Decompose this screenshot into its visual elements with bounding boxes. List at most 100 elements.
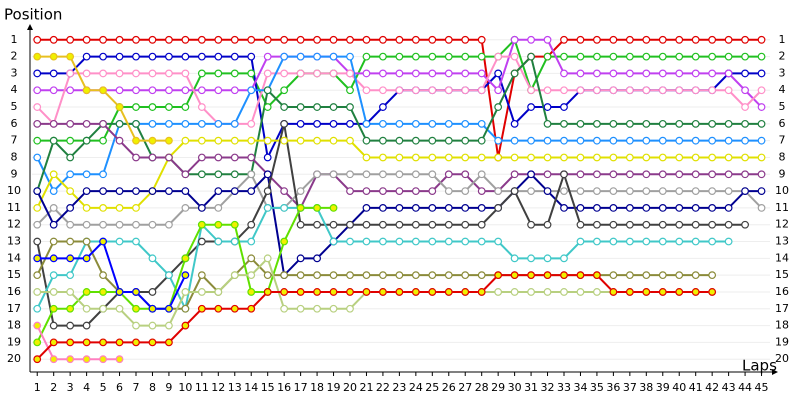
lap-marker bbox=[527, 103, 535, 111]
lap-marker bbox=[576, 86, 585, 95]
lap-marker bbox=[115, 338, 124, 347]
lap-marker bbox=[82, 304, 91, 313]
lap-marker bbox=[444, 119, 453, 128]
lap-marker bbox=[313, 69, 321, 78]
lap-marker bbox=[296, 35, 305, 44]
lap-marker bbox=[428, 170, 437, 179]
x-tick-label: 33 bbox=[557, 381, 571, 394]
y-tick-label: 14 bbox=[7, 251, 21, 264]
lap-marker bbox=[757, 136, 766, 145]
lap-marker bbox=[362, 52, 371, 61]
lap-marker bbox=[625, 52, 634, 61]
lap-marker bbox=[230, 52, 239, 61]
lap-marker bbox=[741, 35, 749, 44]
lap-marker bbox=[82, 321, 91, 330]
lap-marker bbox=[560, 86, 568, 95]
lap-marker bbox=[99, 86, 107, 95]
lap-marker bbox=[296, 204, 305, 212]
lap-marker bbox=[230, 187, 239, 195]
lap-marker bbox=[49, 119, 58, 128]
x-tick-label: 30 bbox=[508, 381, 522, 394]
lap-marker bbox=[66, 271, 75, 280]
y2-tick-label: 12 bbox=[775, 218, 789, 231]
lap-marker bbox=[724, 220, 733, 229]
lap-marker bbox=[444, 288, 453, 296]
lap-marker bbox=[428, 271, 437, 280]
lap-marker bbox=[658, 69, 667, 78]
lap-marker bbox=[329, 271, 338, 280]
lap-marker bbox=[165, 304, 173, 313]
lap-marker bbox=[230, 153, 239, 162]
lap-marker bbox=[99, 288, 107, 296]
lap-marker bbox=[444, 136, 453, 145]
lap-marker bbox=[214, 35, 223, 44]
lap-marker bbox=[576, 237, 585, 246]
lap-marker bbox=[724, 136, 733, 145]
lap-marker bbox=[329, 119, 338, 128]
lap-marker bbox=[49, 170, 58, 179]
lap-marker bbox=[560, 271, 568, 280]
lap-marker bbox=[609, 86, 618, 95]
lap-marker bbox=[313, 288, 321, 296]
lap-marker bbox=[444, 204, 453, 212]
lap-marker bbox=[609, 136, 618, 145]
lap-marker bbox=[494, 237, 503, 246]
lap-marker bbox=[230, 237, 239, 246]
lap-marker bbox=[428, 288, 437, 296]
lap-marker bbox=[625, 136, 634, 145]
lap-marker bbox=[708, 119, 717, 128]
lap-marker bbox=[33, 52, 42, 61]
lap-marker bbox=[395, 136, 404, 145]
lap-marker bbox=[741, 136, 749, 145]
lap-marker bbox=[395, 204, 404, 212]
lap-marker bbox=[477, 271, 486, 280]
lap-marker bbox=[379, 119, 387, 128]
lap-marker bbox=[691, 153, 700, 162]
x-tick-label: 21 bbox=[359, 381, 373, 394]
lap-marker bbox=[329, 220, 338, 229]
y-tick-label: 8 bbox=[11, 150, 18, 163]
x-tick-label: 8 bbox=[149, 381, 156, 394]
lap-marker bbox=[560, 69, 568, 78]
lap-marker bbox=[66, 321, 75, 330]
lap-marker bbox=[99, 119, 107, 128]
lap-marker bbox=[280, 52, 289, 61]
lap-marker bbox=[148, 119, 157, 128]
y-tick-label: 1 bbox=[11, 33, 18, 46]
lap-marker bbox=[313, 136, 321, 145]
lap-marker bbox=[576, 170, 585, 179]
lap-marker bbox=[642, 119, 651, 128]
lap-marker bbox=[379, 136, 387, 145]
lap-marker bbox=[165, 321, 173, 330]
lap-marker bbox=[494, 52, 503, 61]
lap-marker bbox=[132, 119, 140, 128]
lap-marker bbox=[757, 119, 766, 128]
lap-marker bbox=[82, 170, 91, 179]
lap-marker bbox=[33, 86, 42, 95]
lap-marker bbox=[362, 187, 371, 195]
lap-marker bbox=[148, 254, 157, 263]
lap-marker bbox=[280, 136, 289, 145]
lap-marker bbox=[411, 69, 420, 78]
lap-marker bbox=[197, 220, 206, 229]
lap-marker bbox=[99, 338, 107, 347]
lap-marker bbox=[346, 69, 354, 78]
lap-marker bbox=[33, 338, 42, 347]
lap-marker bbox=[477, 119, 486, 128]
lap-marker bbox=[66, 136, 75, 145]
y-tick-label: 2 bbox=[11, 50, 18, 63]
lap-marker bbox=[543, 103, 552, 111]
x-tick-label: 11 bbox=[195, 381, 209, 394]
lap-marker bbox=[477, 35, 486, 44]
lap-marker bbox=[477, 153, 486, 162]
x-tick-label: 19 bbox=[327, 381, 341, 394]
lap-marker bbox=[395, 271, 404, 280]
y2-tick-label: 10 bbox=[775, 184, 789, 197]
lap-marker bbox=[197, 103, 206, 111]
lap-marker bbox=[346, 52, 354, 61]
lap-marker bbox=[132, 136, 140, 145]
lap-marker bbox=[165, 187, 173, 195]
lap-marker bbox=[379, 187, 387, 195]
x-tick-label: 44 bbox=[738, 381, 752, 394]
lap-marker bbox=[560, 288, 568, 296]
